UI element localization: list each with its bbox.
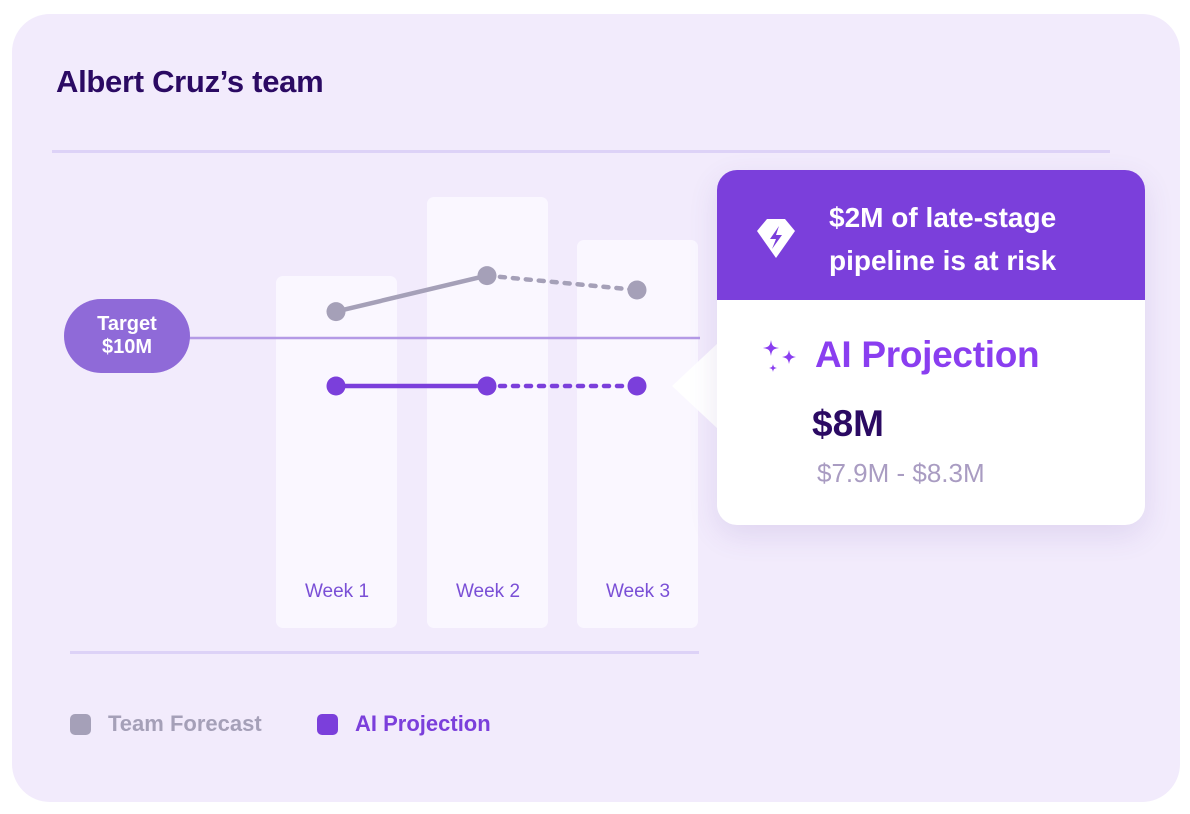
ai-projection-value: $8M [812, 403, 884, 444]
chart-baseline [70, 651, 699, 654]
ai-projection-point-week-1 [326, 376, 346, 396]
week-label-2: Week 2 [455, 581, 521, 602]
week-label-3: Week 3 [605, 581, 671, 602]
ai-projection-range: $7.9M - $8.3M [817, 458, 985, 488]
week-label-1: Week 1 [304, 581, 370, 602]
team-forecast-segment-1 [333, 273, 490, 314]
week-column-1 [276, 276, 397, 628]
risk-message: $2M of late-stage pipeline is at risk [829, 196, 1129, 282]
legend-item-team-forecast: Team Forecast [70, 711, 262, 737]
team-forecast-point-week-1 [326, 302, 346, 322]
sparkle-icon [763, 340, 796, 372]
legend-label-team-forecast: Team Forecast [108, 711, 262, 736]
ai-projection-callout: $2M of late-stage pipeline is at risk AI… [717, 170, 1145, 525]
target-value: $10M [101, 336, 153, 358]
ai-projection-title: AI Projection [815, 334, 1040, 375]
team-title: Albert Cruz’s team [56, 64, 324, 99]
title-divider [52, 150, 1110, 153]
legend-swatch-team-forecast [70, 713, 91, 735]
legend-item-ai-projection: AI Projection [317, 711, 491, 737]
risk-message-line2: pipeline is at risk [829, 245, 1057, 276]
risk-banner: $2M of late-stage pipeline is at risk [717, 170, 1145, 300]
target-badge: Target $10M [64, 299, 190, 373]
legend-label-ai-projection: AI Projection [355, 711, 491, 736]
target-label: Target [97, 313, 157, 335]
team-forecast-segment-2 [484, 273, 640, 293]
callout-pointer [672, 343, 718, 429]
team-forecast-point-week-3 [627, 280, 647, 300]
lightning-diamond-icon [757, 219, 795, 258]
ai-projection-point-week-2 [477, 376, 497, 396]
risk-message-line1: $2M of late-stage [829, 202, 1057, 233]
legend-swatch-ai-projection [317, 713, 338, 735]
team-forecast-point-week-2 [477, 266, 497, 286]
ai-projection-point-week-3 [627, 376, 647, 396]
week-column-2 [427, 197, 548, 628]
